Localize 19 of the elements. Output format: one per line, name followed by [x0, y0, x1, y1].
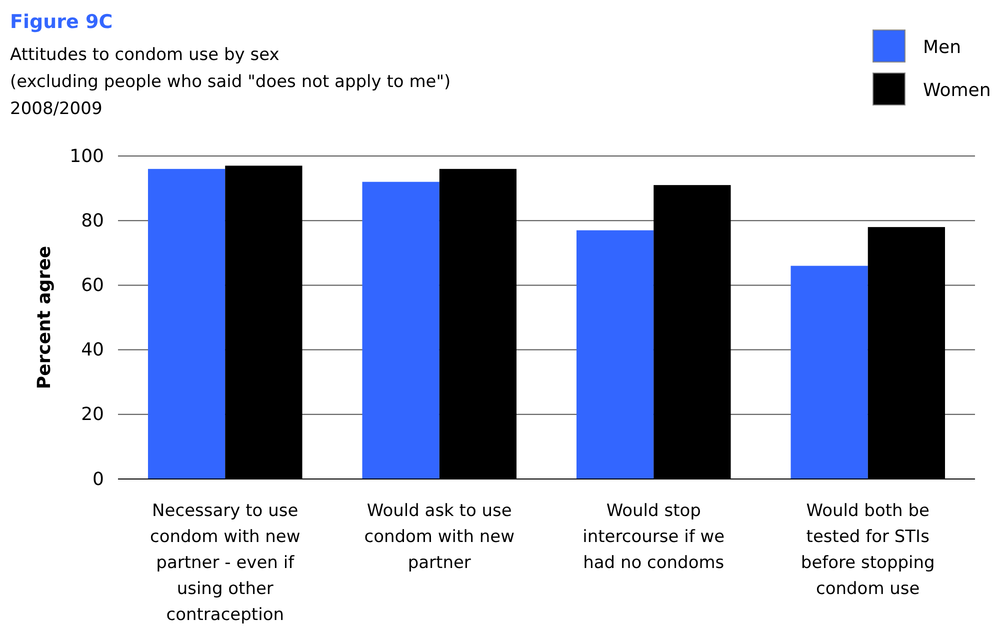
legend-label: Men	[923, 37, 962, 58]
x-tick-label: Would both be tested for STIs before stopping condom use	[800, 501, 935, 599]
y-tick-label: 80	[81, 210, 104, 232]
bar	[790, 266, 868, 479]
chart-title: Figure 9C	[10, 11, 113, 33]
bar	[362, 182, 440, 479]
y-tick-label: 100	[70, 146, 104, 167]
y-tick-label: 0	[92, 468, 104, 490]
legend-label: Women	[923, 80, 991, 101]
chart-subtitle: Attitudes to condom use by sex (excluding people who said "does not apply to me") 2008/2009	[10, 45, 451, 119]
y-tick-label: 20	[81, 404, 104, 426]
bar	[148, 168, 226, 479]
bar	[576, 230, 654, 479]
y-tick-label: 40	[81, 340, 104, 361]
y-tick-label: 60	[81, 274, 104, 296]
x-tick-label: Would ask to use condom with new partner	[364, 501, 515, 573]
y-axis-title: Percent agree	[34, 246, 55, 390]
x-tick-label: Necessary to use condom with new partner - even if using other contraception	[150, 501, 300, 625]
x-tick-label: Would stop intercourse if we had no condoms	[582, 501, 725, 573]
